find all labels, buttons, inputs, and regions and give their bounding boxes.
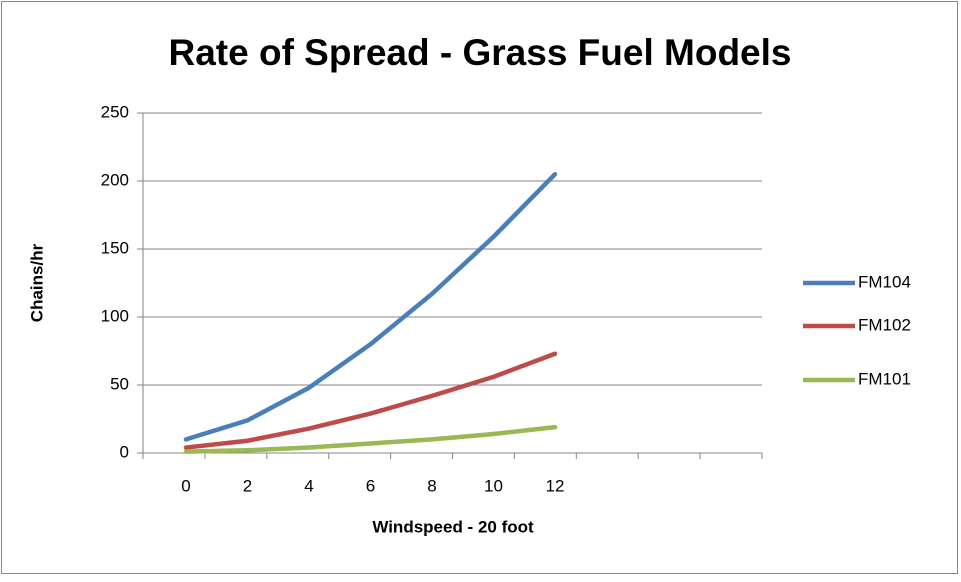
legend-label: FM102 bbox=[858, 315, 911, 334]
series-line bbox=[183, 351, 558, 450]
y-tick-label: 250 bbox=[101, 102, 129, 121]
x-tick-label: 10 bbox=[484, 476, 503, 495]
chart-title: Rate of Spread - Grass Fuel Models bbox=[169, 32, 792, 73]
x-tick-label: 0 bbox=[181, 476, 190, 495]
y-tick-label: 150 bbox=[101, 238, 129, 257]
y-tick-label: 50 bbox=[110, 374, 129, 393]
legend-label: FM101 bbox=[858, 369, 911, 388]
x-tick-label: 6 bbox=[366, 476, 375, 495]
x-tick-label: 8 bbox=[427, 476, 436, 495]
y-axis-label: Chains/hr bbox=[27, 243, 46, 322]
y-tick-label: 200 bbox=[101, 170, 129, 189]
series-line bbox=[183, 424, 558, 454]
x-tick-label: 12 bbox=[546, 476, 565, 495]
series-line bbox=[183, 171, 558, 442]
y-tick-label: 0 bbox=[120, 442, 129, 461]
x-tick-label: 2 bbox=[243, 476, 252, 495]
legend-label: FM104 bbox=[858, 272, 911, 291]
x-axis-label: Windspeed - 20 foot bbox=[372, 517, 534, 536]
x-tick-label: 4 bbox=[304, 476, 313, 495]
y-tick-label: 100 bbox=[101, 306, 129, 325]
